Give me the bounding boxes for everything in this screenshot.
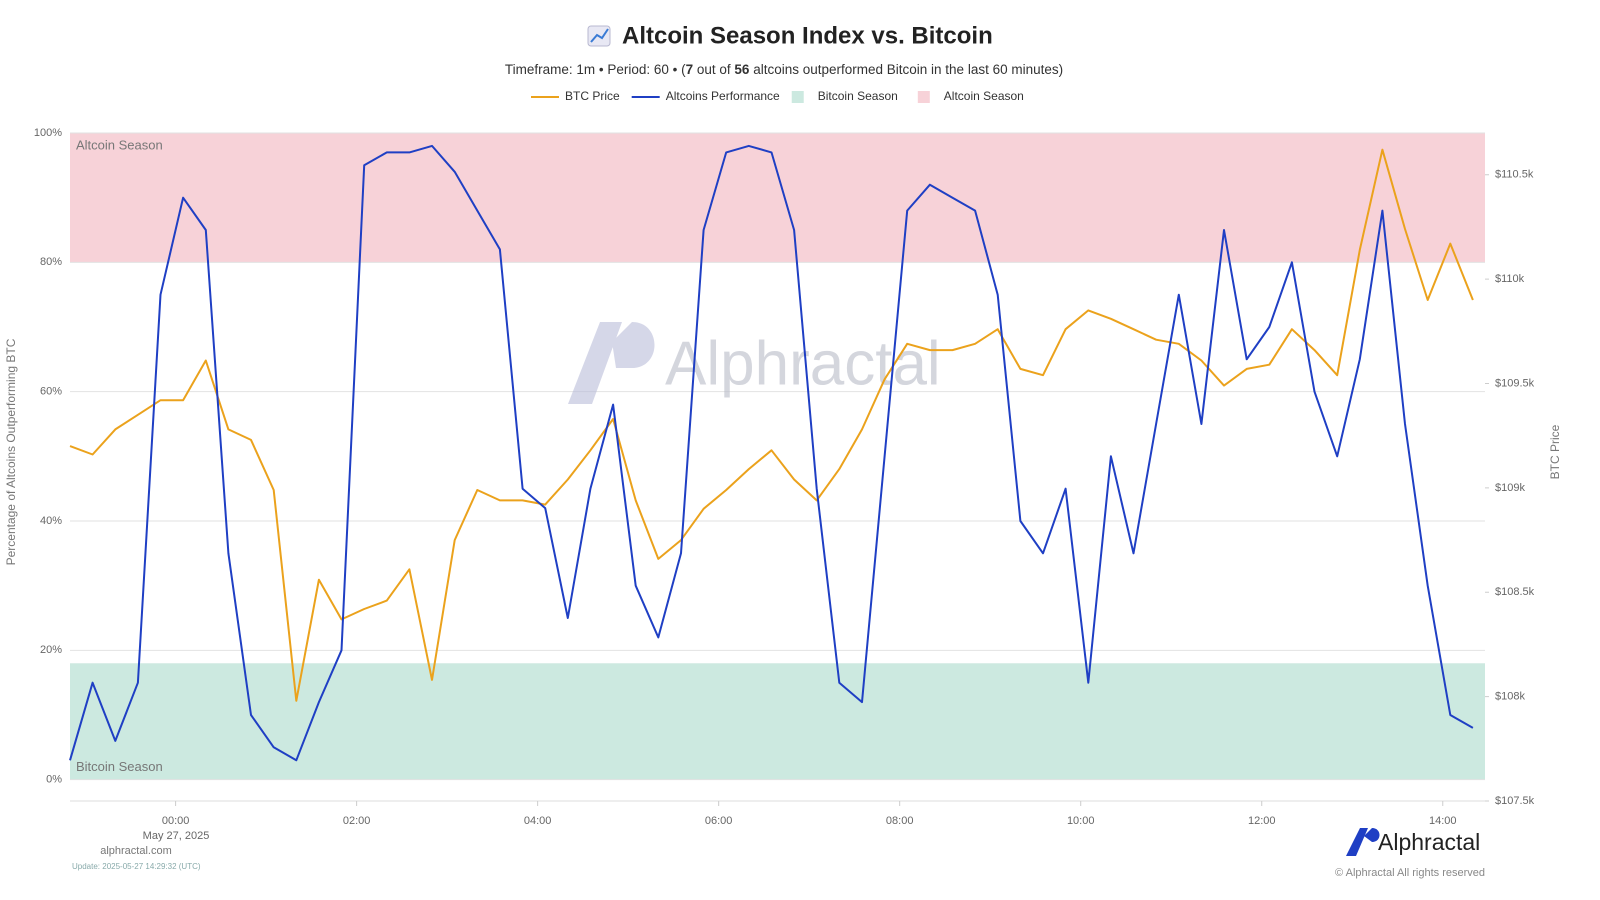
subtitle: Timeframe: 1m • Period: 60 • (7 out of 5… [505,62,1063,77]
y2-tick-label: $110k [1495,273,1525,285]
x-tick-label: 14:00 [1429,815,1457,827]
legend-swatch [917,91,930,103]
logo-text: Alphractal [1378,829,1480,855]
legend-label: Altcoins Performance [666,89,780,103]
x-date-label: May 27, 2025 [143,830,210,842]
y-tick-label: 20% [40,644,62,656]
subtitle-part: 56 [734,62,750,77]
x-tick-label: 04:00 [524,815,552,827]
y-axis-label: Percentage of Altcoins Outperforming BTC [4,338,18,565]
y2-tick-label: $108.5k [1495,586,1535,598]
copyright: © Alphractal All rights reserved [1335,867,1485,879]
subtitle-part: 7 [686,62,694,77]
legend-swatch [791,91,804,103]
subtitle-part: out of [693,62,734,77]
logo [1346,828,1380,856]
legend-label: BTC Price [565,89,620,103]
y2-tick-label: $110.5k [1495,169,1534,181]
legend-label: Bitcoin Season [818,89,898,103]
subtitle-part: Timeframe: 1m • Period: 60 • ( [505,62,686,77]
y-tick-label: 100% [34,127,62,139]
y-tick-label: 80% [40,256,62,268]
legend: BTC Price Altcoins Performance Bitcoin Sea… [531,89,1024,103]
x-tick-label: 02:00 [343,815,371,827]
title-icon [587,25,611,47]
series-line [69,144,1474,762]
season-band [70,663,1485,780]
y2-tick-label: $109.5k [1495,377,1535,389]
x-tick-label: 06:00 [705,815,733,827]
y-tick-label: 0% [46,774,62,786]
update: Update: 2025-05-27 14:29:32 (UTC) [72,862,201,871]
band-label: Bitcoin Season [76,759,163,774]
y-tick-label: 60% [40,386,62,398]
y2-axis-label: BTC Price [1548,424,1562,479]
series-line [69,148,1474,702]
watermark-logo [568,322,655,404]
y2-tick-label: $107.5k [1495,795,1535,807]
subtitle-part: altcoins outperformed Bitcoin in the las… [749,62,1063,77]
chart-title: Altcoin Season Index vs. Bitcoin [622,22,993,49]
y-tick-label: 40% [40,515,62,527]
x-tick-label: 12:00 [1248,815,1276,827]
y2-tick-label: $109k [1495,482,1525,494]
y2-tick-label: $108k [1495,691,1525,703]
site: alphractal.com [100,845,172,857]
legend-label: Altcoin Season [944,89,1024,103]
season-band [70,133,1485,263]
x-tick-label: 10:00 [1067,815,1095,827]
x-tick-label: 00:00 [162,815,190,827]
x-tick-label: 08:00 [886,815,914,827]
band-label: Altcoin Season [76,137,163,152]
